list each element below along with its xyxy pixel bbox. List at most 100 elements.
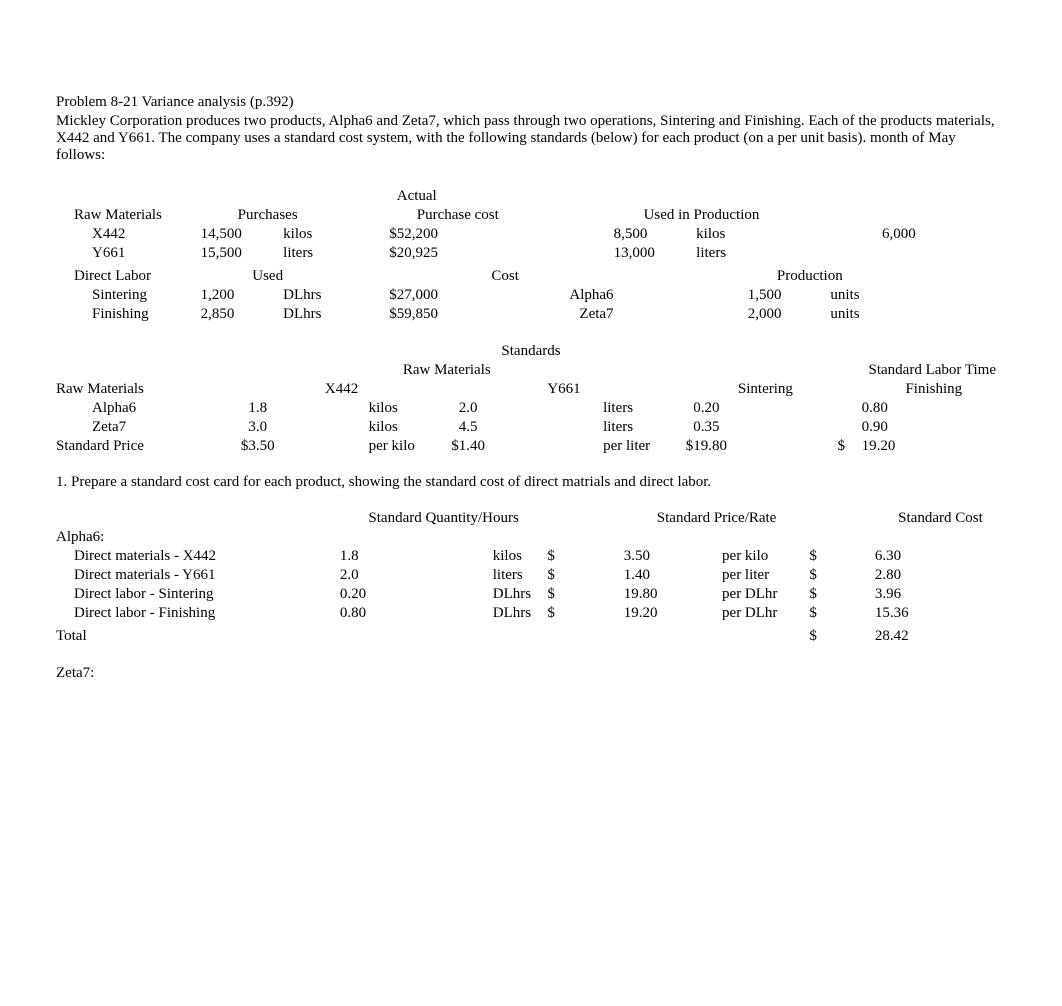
material-name: Y661 (56, 244, 201, 263)
qty: 2.0 (340, 566, 493, 585)
standards-row-price: Standard Price $ 3.50 per kilo $ 1.40 pe… (56, 437, 1006, 456)
qty-unit: DLhrs (493, 585, 548, 604)
currency-symbol: $ (335, 286, 397, 305)
alpha6-label: Alpha6: (56, 528, 340, 547)
actual-row-y661: Y661 15,500 liters $ 20,925 13,000 liter… (56, 244, 1006, 263)
rate: 3.50 (624, 547, 722, 566)
cost-header: Cost (397, 267, 614, 286)
labor-cost: 27,000 (397, 286, 521, 305)
used-qty: 13,000 (614, 244, 697, 263)
actual-row-x442: X442 14,500 kilos $ 52,200 8,500 kilos 6… (56, 225, 1006, 244)
x442-price-unit: per kilo (369, 437, 435, 456)
used-header: Used (201, 267, 335, 286)
y661-price-unit: per liter (603, 437, 669, 456)
x442-unit: kilos (369, 418, 435, 437)
standards-table: Standards Raw Materials Standard Labor T… (56, 342, 1006, 456)
production-unit: units (830, 305, 882, 324)
currency-symbol: $ (809, 566, 875, 585)
currency-symbol: $ (809, 627, 875, 646)
total-label: Total (56, 627, 340, 646)
qty: 0.80 (340, 604, 493, 623)
card-row: Direct labor - Finishing 0.80 DLhrs $ 19… (56, 604, 1006, 623)
production-header: Production (614, 267, 1006, 286)
purchases-header: Purchases (201, 206, 335, 225)
product-name: Zeta7 (56, 418, 224, 437)
rate: 19.20 (624, 604, 722, 623)
actual-table: Actual Raw Materials Purchases Purchase … (56, 187, 1006, 324)
cost: 2.80 (875, 566, 1006, 585)
currency-symbol: $ (809, 604, 875, 623)
line-item: Direct labor - Sintering (56, 585, 340, 604)
labor-time-header: Standard Labor Time (669, 361, 1006, 380)
currency-symbol: $ (547, 547, 623, 566)
currency-symbol: $ (335, 305, 397, 324)
currency-symbol: $ (547, 585, 623, 604)
used-qty: 1,200 (201, 286, 284, 305)
problem-intro: Mickley Corporation produces two product… (56, 113, 1006, 163)
production-qty: 2,000 (748, 305, 831, 324)
currency-symbol: $ (435, 437, 459, 456)
product-name: Alpha6 (56, 399, 224, 418)
x442-qty: 1.8 (248, 399, 368, 418)
finishing-rate: 19.20 (862, 437, 1006, 456)
rate: 19.80 (624, 585, 722, 604)
qty: 1.8 (340, 547, 493, 566)
currency-symbol: $ (224, 437, 248, 456)
standards-row-zeta7: Zeta7 3.0 kilos 4.5 liters 0.35 0.90 (56, 418, 1006, 437)
rate-unit: per DLhr (722, 604, 809, 623)
rate-unit: per kilo (722, 547, 809, 566)
cost: 15.36 (875, 604, 1006, 623)
problem-title: Problem 8-21 Variance analysis (p.392) (56, 94, 1006, 111)
sintering-hrs: 0.20 (693, 399, 837, 418)
currency-symbol: $ (809, 547, 875, 566)
used-in-production-header: Used in Production (614, 206, 831, 225)
zeta7-label: Zeta7: (56, 664, 340, 683)
qty: 0.20 (340, 585, 493, 604)
std-rate-header: Standard Price/Rate (624, 509, 810, 528)
right-number: 6,000 (882, 225, 1006, 244)
qty-unit: kilos (493, 547, 548, 566)
y661-qty: 2.0 (459, 399, 603, 418)
currency-symbol: $ (335, 225, 397, 244)
y661-unit: liters (603, 418, 669, 437)
finishing-hrs: 0.80 (862, 399, 1006, 418)
cost-card-table: Standard Quantity/Hours Standard Price/R… (56, 509, 1006, 683)
std-qty-header: Standard Quantity/Hours (340, 509, 547, 528)
purchase-unit: kilos (283, 225, 335, 244)
rate-unit: per DLhr (722, 585, 809, 604)
rate-unit: per liter (722, 566, 809, 585)
purchase-cost-header: Purchase cost (397, 206, 614, 225)
production-product: Zeta7 (521, 305, 614, 324)
x442-qty: 3.0 (248, 418, 368, 437)
sintering-hrs: 0.35 (693, 418, 837, 437)
used-qty: 8,500 (614, 225, 697, 244)
raw-materials-header: Raw Materials (224, 361, 669, 380)
card-row: Direct materials - X442 1.8 kilos $ 3.50… (56, 547, 1006, 566)
x442-price: 3.50 (248, 437, 368, 456)
card-row: Direct labor - Sintering 0.20 DLhrs $ 19… (56, 585, 1006, 604)
actual-row-finishing: Finishing 2,850 DLhrs $ 59,850 Zeta7 2,0… (56, 305, 1006, 324)
used-unit: DLhrs (283, 286, 335, 305)
currency-symbol: $ (335, 244, 397, 263)
purchase-cost: 20,925 (397, 244, 521, 263)
purchase-cost: 52,200 (397, 225, 521, 244)
standards-row-alpha6: Alpha6 1.8 kilos 2.0 liters 0.20 0.80 (56, 399, 1006, 418)
purchase-qty: 14,500 (201, 225, 284, 244)
used-unit: liters (696, 244, 748, 263)
question-1: 1. Prepare a standard cost card for each… (56, 474, 1006, 491)
qty-unit: liters (493, 566, 548, 585)
used-unit: DLhrs (283, 305, 335, 324)
raw-materials-label: Raw Materials (56, 380, 224, 399)
cost: 6.30 (875, 547, 1006, 566)
cost: 3.96 (875, 585, 1006, 604)
card-total-row: Total $ 28.42 (56, 627, 1006, 646)
finishing-hrs: 0.90 (862, 418, 1006, 437)
rate: 1.40 (624, 566, 722, 585)
line-item: Direct materials - Y661 (56, 566, 340, 585)
currency-symbol: $ (547, 566, 623, 585)
x442-unit: kilos (369, 399, 435, 418)
purchase-unit: liters (283, 244, 335, 263)
purchase-qty: 15,500 (201, 244, 284, 263)
standards-heading: Standards (56, 342, 1006, 361)
std-price-label: Standard Price (56, 437, 224, 456)
